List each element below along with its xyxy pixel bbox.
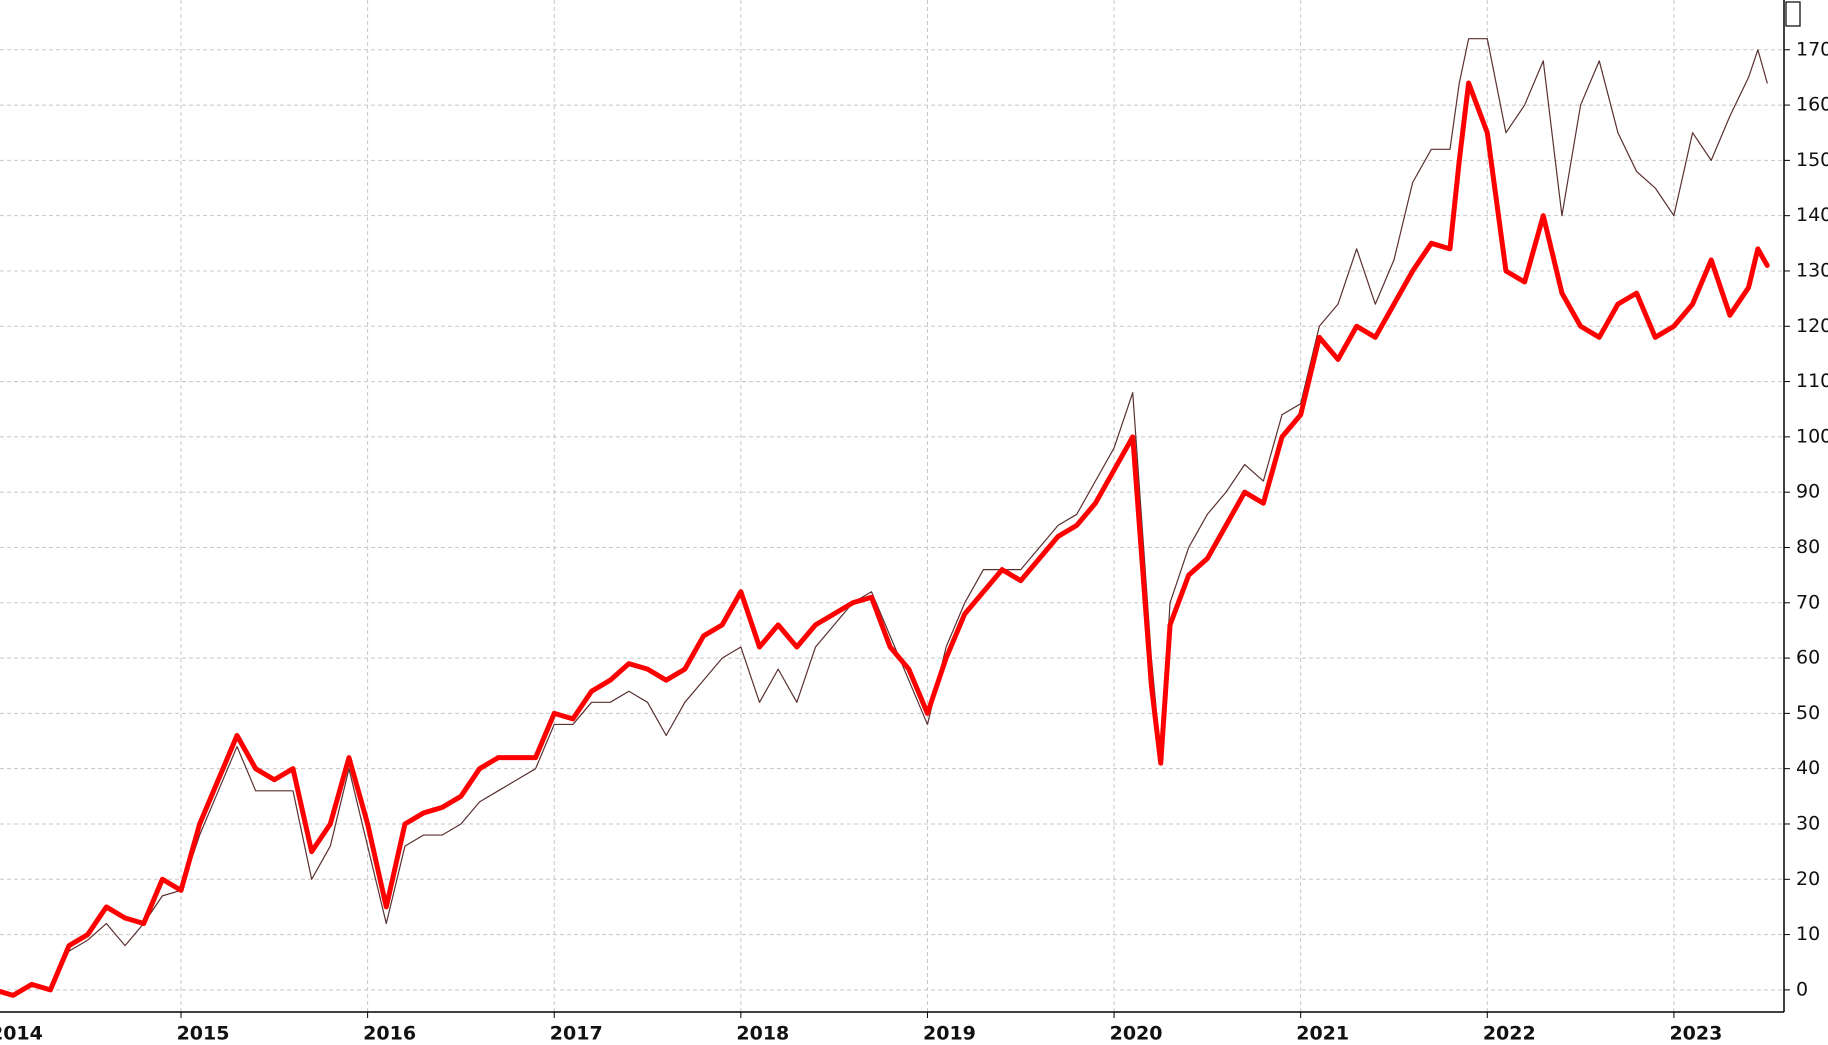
y-tick-label: 50	[1796, 702, 1820, 724]
menu-icon[interactable]	[1785, 1, 1801, 27]
y-tick-label: 20	[1796, 868, 1820, 890]
x-tick-label: 2016	[363, 1023, 416, 1045]
y-tick-label: 150	[1796, 149, 1828, 171]
series-line	[0, 80, 1770, 998]
y-tick-label: 30	[1796, 812, 1820, 834]
x-tick-label: 2020	[1110, 1023, 1163, 1045]
y-tick-label: 60	[1796, 647, 1820, 669]
grid	[0, 0, 1784, 1012]
y-tick-label: 160	[1796, 94, 1828, 116]
y-tick-label: 110	[1796, 370, 1828, 392]
y-tick-label: 120	[1796, 315, 1828, 337]
lines	[0, 38, 1770, 998]
y-tick-label: 140	[1796, 204, 1828, 226]
y-tick-label: 10	[1796, 923, 1820, 945]
x-tick-label: 2014	[0, 1023, 43, 1045]
x-tick-label: 2018	[736, 1023, 789, 1045]
x-tick-label: 2023	[1669, 1023, 1722, 1045]
x-tick-label: 2017	[550, 1023, 603, 1045]
y-tick-label: 0	[1796, 978, 1808, 1000]
y-tick-label: 80	[1796, 536, 1820, 558]
y-tick-label: 90	[1796, 481, 1820, 503]
labels: 0 10 20 30 40 50 60 70 80 90 100 110 120 130 140 150 160…	[0, 38, 1828, 1044]
y-tick-label: 130	[1796, 259, 1828, 281]
x-tick-label: 2015	[177, 1023, 230, 1045]
x-tick-label: 2021	[1296, 1023, 1349, 1045]
y-tick-label: 170	[1796, 38, 1828, 60]
series-line	[0, 38, 1768, 997]
y-tick-label: 70	[1796, 591, 1820, 613]
y-tick-label: 100	[1796, 425, 1828, 447]
x-tick-label: 2019	[923, 1023, 976, 1045]
y-tick-label: 40	[1796, 757, 1820, 779]
x-tick-label: 2022	[1483, 1023, 1536, 1045]
